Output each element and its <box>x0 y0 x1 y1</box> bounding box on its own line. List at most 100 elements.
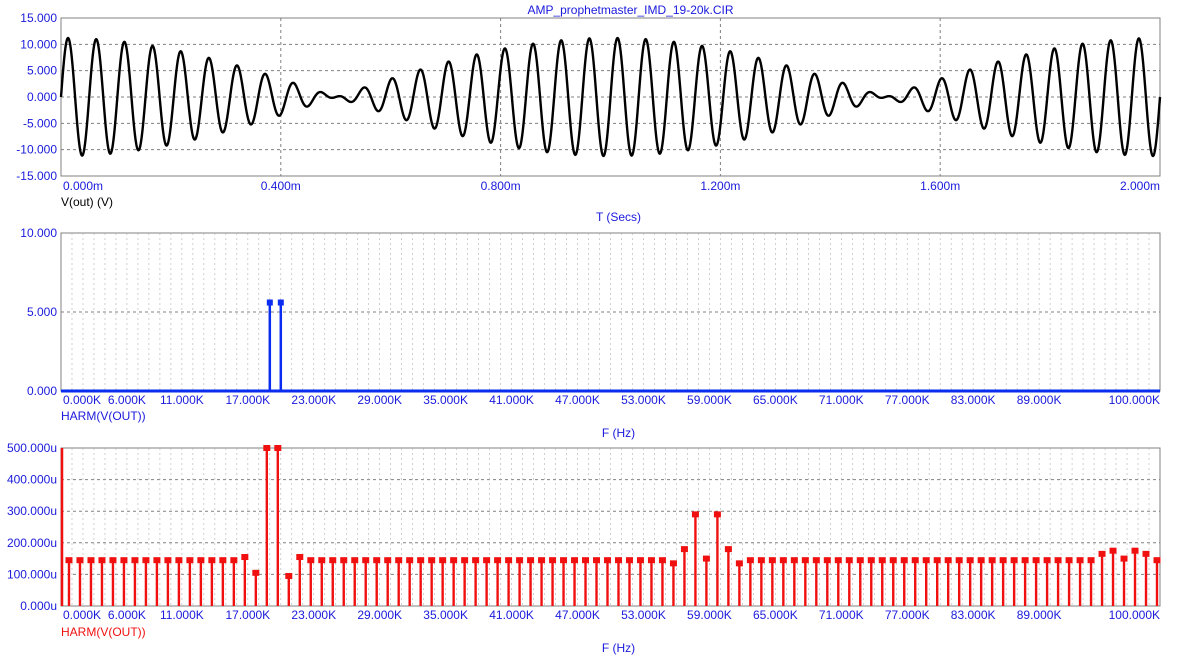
bar-cap-3000 <box>87 557 95 564</box>
bar-cap-2000 <box>76 557 84 564</box>
bar-cap-8000 <box>142 557 150 564</box>
bar-cap-32000 <box>406 557 414 564</box>
bar-cap-57000 <box>680 546 688 553</box>
x-tick-label-1-5: 29.000K <box>357 393 402 407</box>
bar-cap-7000 <box>131 557 139 564</box>
bar-cap-76000 <box>889 557 897 564</box>
x-tick-label-2-13: 77.000K <box>885 608 930 622</box>
x-tick-label-2-14: 83.000K <box>951 608 996 622</box>
y-tick-label-0-5: -10.000 <box>16 143 57 157</box>
y-tick-label-2-1: 400.000u <box>7 473 57 487</box>
x-tick-label-0-0: 0.000m <box>63 179 103 193</box>
bar-cap-67000 <box>790 557 798 564</box>
bar-cap-40000 <box>494 557 502 564</box>
bar-cap-31000 <box>395 557 403 564</box>
x-tick-label-1-1: 6.000K <box>108 393 146 407</box>
bar-cap-94000 <box>1087 557 1095 564</box>
bar-cap-5000 <box>109 557 117 564</box>
x-tick-label-1-14: 83.000K <box>951 393 996 407</box>
y-tick-label-0-3: 0.000 <box>27 90 57 104</box>
bar-cap-78000 <box>911 557 919 564</box>
bar-cap-harm-20000 <box>277 299 284 306</box>
trace-label-2: HARM(V(OUT)) <box>61 625 146 639</box>
x-tick-label-1-9: 53.000K <box>621 393 666 407</box>
plot-frame-2 <box>60 447 1161 607</box>
x-tick-label-1-7: 41.000K <box>489 393 534 407</box>
bar-cap-99000 <box>1142 550 1150 557</box>
x-tick-label-2-16: 100.000K <box>1109 608 1160 622</box>
x-tick-label-0-2: 0.800m <box>481 179 521 193</box>
x-tick-label-1-13: 77.000K <box>885 393 930 407</box>
y-tick-label-0-2: 5.000 <box>27 64 57 78</box>
chart-title-0: AMP_prophetmaster_IMD_19-20k.CIR <box>527 3 733 17</box>
bar-cap-20000 <box>274 445 282 451</box>
x-tick-label-1-15: 89.000K <box>1017 393 1062 407</box>
bar-cap-28000 <box>362 557 370 564</box>
bar-cap-37000 <box>461 557 469 564</box>
bar-cap-81000 <box>944 557 952 564</box>
y-tick-label-2-4: 100.000u <box>7 567 57 581</box>
bar-cap-36000 <box>450 557 458 564</box>
bar-cap-44000 <box>538 557 546 564</box>
x-tick-label-1-10: 59.000K <box>687 393 732 407</box>
bar-cap-35000 <box>439 557 447 564</box>
bar-cap-harm-19000 <box>266 299 273 306</box>
bar-cap-96000 <box>1109 547 1117 554</box>
x-tick-label-0-4: 1.600m <box>920 179 960 193</box>
bar-cap-26000 <box>340 557 348 564</box>
x-tick-label-1-3: 17.000K <box>225 393 270 407</box>
bar-cap-66000 <box>779 557 787 564</box>
bar-cap-80000 <box>933 557 941 564</box>
bar-cap-63000 <box>746 557 754 564</box>
x-tick-label-2-2: 11.000K <box>160 608 204 622</box>
x-tick-label-2-5: 29.000K <box>357 608 402 622</box>
x-tick-label-1-11: 65.000K <box>753 393 798 407</box>
bar-cap-60000 <box>713 511 721 518</box>
bar-cap-100000 <box>1153 557 1161 564</box>
y-tick-label-2-3: 200.000u <box>7 536 57 550</box>
x-tick-label-2-7: 41.000K <box>489 608 534 622</box>
bar-cap-68000 <box>801 557 809 564</box>
y-tick-label-0-0: 15.000 <box>20 11 57 25</box>
x-tick-label-2-6: 35.000K <box>423 608 468 622</box>
x-tick-label-1-6: 35.000K <box>423 393 468 407</box>
bar-cap-71000 <box>834 557 842 564</box>
bar-cap-91000 <box>1054 557 1062 564</box>
y-tick-label-1-1: 5.000 <box>27 305 57 319</box>
x-tick-label-0-5: 2.000m <box>1120 179 1160 193</box>
bar-cap-77000 <box>900 557 908 564</box>
x-tick-label-2-8: 47.000K <box>555 608 600 622</box>
bar-cap-18000 <box>252 569 260 576</box>
bar-cap-92000 <box>1065 557 1073 564</box>
bar-cap-42000 <box>516 557 524 564</box>
bar-cap-59000 <box>702 555 710 562</box>
bar-cap-22000 <box>296 554 304 561</box>
bar-cap-29000 <box>373 557 381 564</box>
bar-cap-1000 <box>65 557 73 564</box>
bar-cap-75000 <box>878 557 886 564</box>
bar-cap-39000 <box>483 557 491 564</box>
x-tick-label-1-0: 0.000K <box>63 393 101 407</box>
bar-cap-49000 <box>593 557 601 564</box>
x-tick-label-2-10: 59.000K <box>687 608 732 622</box>
bar-cap-17000 <box>241 554 249 561</box>
x-tick-label-2-12: 71.000K <box>819 608 864 622</box>
bar-cap-10000 <box>164 557 172 564</box>
x-tick-label-2-0: 0.000K <box>63 608 101 622</box>
bar-cap-46000 <box>560 557 568 564</box>
bar-cap-15000 <box>219 557 227 564</box>
y-tick-label-0-4: -5.000 <box>23 116 57 130</box>
x-tick-label-0-3: 1.200m <box>700 179 740 193</box>
bar-cap-30000 <box>384 557 392 564</box>
bar-cap-33000 <box>417 557 425 564</box>
bar-cap-6000 <box>120 557 128 564</box>
bar-cap-25000 <box>329 557 337 564</box>
bar-cap-52000 <box>625 557 633 564</box>
x-tick-label-2-1: 6.000K <box>108 608 146 622</box>
bar-cap-19000 <box>263 445 271 451</box>
bar-cap-51000 <box>614 557 622 564</box>
x-tick-label-2-9: 53.000K <box>621 608 666 622</box>
bar-cap-74000 <box>867 557 875 564</box>
x-tick-label-0-1: 0.400m <box>261 179 301 193</box>
